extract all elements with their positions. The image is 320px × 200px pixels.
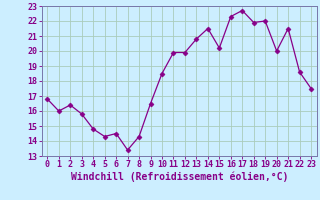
X-axis label: Windchill (Refroidissement éolien,°C): Windchill (Refroidissement éolien,°C) (70, 172, 288, 182)
